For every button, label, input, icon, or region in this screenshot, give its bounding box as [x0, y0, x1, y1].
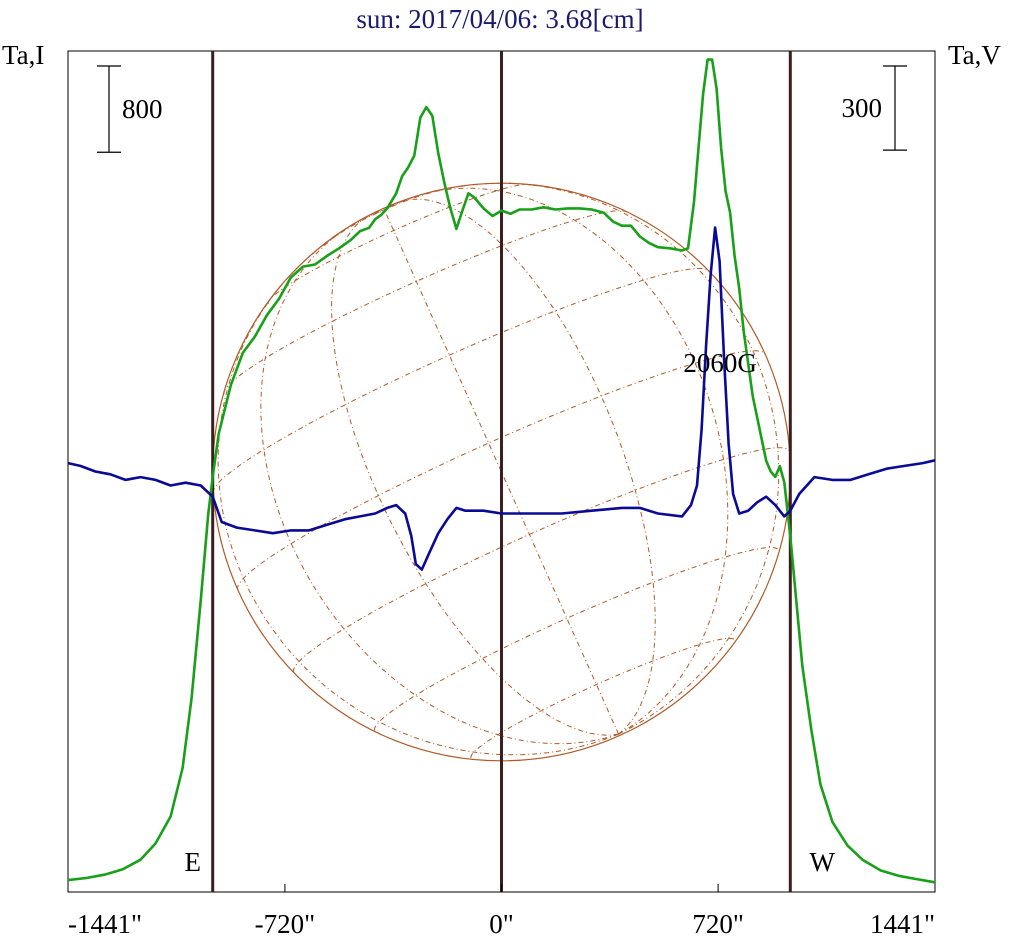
left-axis-label: Ta,I — [2, 40, 44, 70]
meridian-line — [384, 182, 780, 735]
x-tick-label: 0" — [489, 909, 514, 939]
parallel-line — [373, 547, 780, 731]
scale-bars: 800 300 — [97, 65, 907, 153]
series-group — [67, 58, 936, 884]
parallel-line — [212, 267, 710, 494]
limb-label: W — [810, 847, 836, 877]
polarization-line — [67, 226, 936, 571]
intensity-line — [67, 58, 936, 884]
parallel-line — [267, 183, 533, 305]
parallel-line — [470, 637, 736, 758]
x-tick-label: 720" — [692, 909, 744, 939]
x-tick-label: 1441" — [870, 909, 935, 939]
chart-title: sun: 2017/04/06: 3.68[cm] — [356, 4, 643, 34]
scale-bar-label: 300 — [842, 93, 883, 123]
x-tick-label: -1441" — [68, 909, 142, 939]
x-tick-label: -720" — [255, 909, 316, 939]
scale-bar-label: 800 — [122, 94, 163, 124]
field-strength-annotation: 2060G — [683, 348, 757, 378]
x-axis-ticks: -1441" -720" 0" 720" 1441" — [67, 884, 936, 939]
parallel-line — [292, 447, 790, 673]
right-axis-label: Ta,V — [948, 40, 1001, 70]
meridian-line — [260, 209, 619, 745]
meridian-line — [331, 209, 619, 736]
meridian-line — [384, 198, 656, 735]
limb-label: E — [184, 847, 201, 877]
meridian-line — [384, 187, 729, 735]
